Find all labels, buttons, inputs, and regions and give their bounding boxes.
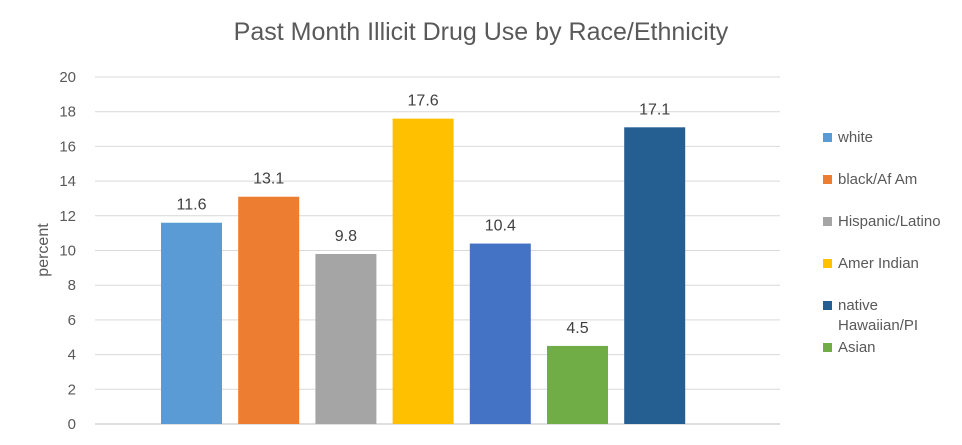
y-tick-label: 4 (68, 347, 76, 364)
y-axis-ticks: 0 2 4 6 8 10 12 14 16 18 20 (59, 69, 76, 433)
data-label: 11.6 (177, 197, 207, 214)
bar (161, 222, 222, 424)
legend-swatch-native-hawaiian-pi (823, 301, 832, 310)
legend-label: Asian (838, 339, 876, 356)
y-tick-label: 18 (59, 104, 76, 121)
y-axis-label: percent (35, 223, 52, 277)
bar (624, 127, 686, 424)
legend-item-native-hawaiian-pi: native Hawaiian/PI (823, 296, 956, 336)
y-tick-label: 14 (59, 173, 76, 190)
data-label: 10.4 (485, 218, 516, 235)
legend-label: native Hawaiian/PI (838, 297, 919, 334)
data-label: 17.1 (639, 101, 670, 118)
legend-swatch-asian (823, 343, 832, 352)
legend-swatch-white (823, 133, 832, 142)
bars (161, 118, 686, 424)
legend-label: black/Af Am (838, 171, 918, 188)
bar (238, 196, 300, 424)
bar (315, 253, 377, 424)
data-label: 9.8 (335, 228, 357, 245)
y-tick-label: 16 (59, 138, 76, 155)
legend-item-black-af-am: black/Af Am (823, 170, 917, 190)
legend-label: Amer Indian (838, 255, 919, 272)
legend-item-white: white (823, 128, 873, 148)
legend-label: white (838, 129, 874, 146)
legend-swatch-hispanic-latino (823, 217, 832, 226)
y-tick-label: 20 (59, 69, 76, 86)
value-labels: 11.6 13.1 9.8 17.6 10.4 4.5 17.1 (177, 93, 671, 337)
data-label: 13.1 (253, 171, 284, 188)
bar (469, 243, 531, 424)
y-tick-label: 12 (59, 208, 76, 225)
legend-item-hispanic-latino: Hispanic/Latino (823, 212, 941, 232)
y-tick-label: 0 (68, 416, 76, 433)
y-tick-label: 8 (68, 277, 76, 294)
bar (547, 345, 608, 424)
legend-label: Hispanic/Latino (838, 213, 941, 230)
legend-item-amer-indian: Amer Indian (823, 254, 919, 274)
y-tick-label: 6 (68, 312, 76, 329)
y-tick-label: 10 (59, 243, 76, 260)
legend-swatch-amer-indian (823, 259, 832, 268)
y-tick-label: 2 (68, 381, 76, 398)
chart-title: Past Month Illicit Drug Use by Race/Ethn… (233, 18, 729, 46)
data-label: 4.5 (566, 320, 588, 337)
data-label: 17.6 (408, 93, 439, 110)
legend-item-asian: Asian (823, 338, 876, 358)
bar (392, 118, 454, 424)
legend-swatch-black-af-am (823, 175, 832, 184)
